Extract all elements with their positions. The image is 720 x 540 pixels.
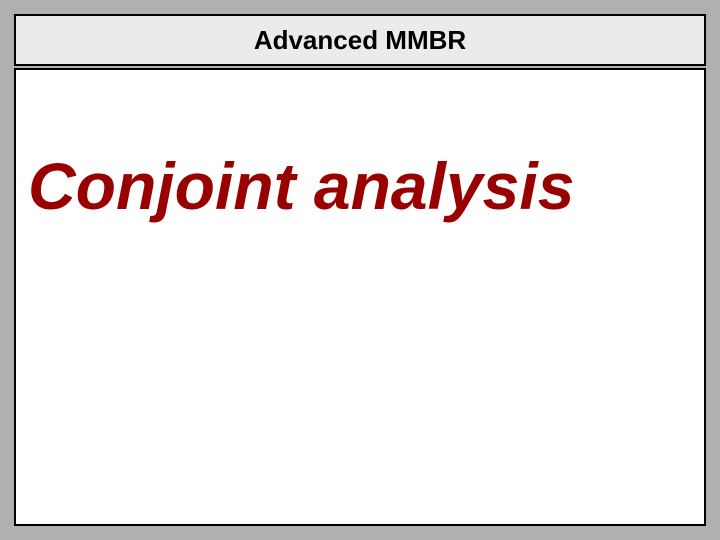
header-text: Advanced MMBR xyxy=(254,25,466,56)
slide-container: Advanced MMBR Conjoint analysis xyxy=(14,14,706,526)
header-box: Advanced MMBR xyxy=(14,14,706,66)
slide-title: Conjoint analysis xyxy=(28,150,692,223)
body-box: Conjoint analysis xyxy=(14,68,706,526)
